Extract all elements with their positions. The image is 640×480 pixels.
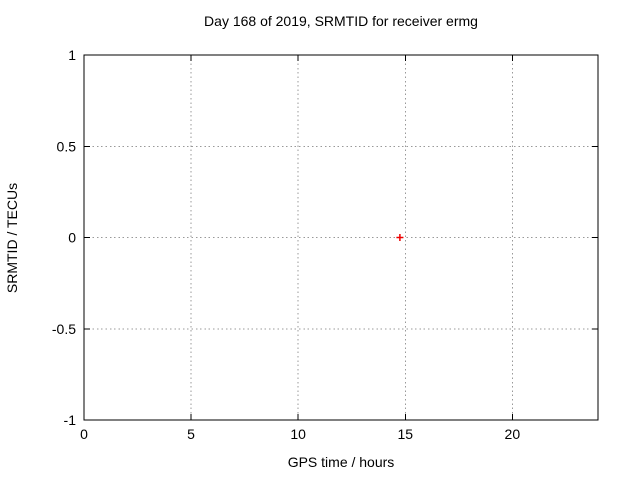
chart-title: Day 168 of 2019, SRMTID for receiver erm…	[204, 13, 478, 29]
y-tick-label: -1	[64, 412, 77, 428]
y-tick-label: -0.5	[52, 321, 76, 337]
x-tick-label: 10	[290, 426, 306, 442]
x-tick-label: 15	[397, 426, 413, 442]
y-tick-label: 0.5	[57, 138, 77, 154]
y-tick-label: 0	[68, 230, 76, 246]
y-tick-label: 1	[68, 47, 76, 63]
x-axis-label: GPS time / hours	[287, 454, 395, 470]
x-tick-label: 0	[80, 426, 88, 442]
plot-border	[83, 54, 599, 421]
x-tick-label: 5	[187, 426, 195, 442]
x-tick-label: 20	[505, 426, 521, 442]
